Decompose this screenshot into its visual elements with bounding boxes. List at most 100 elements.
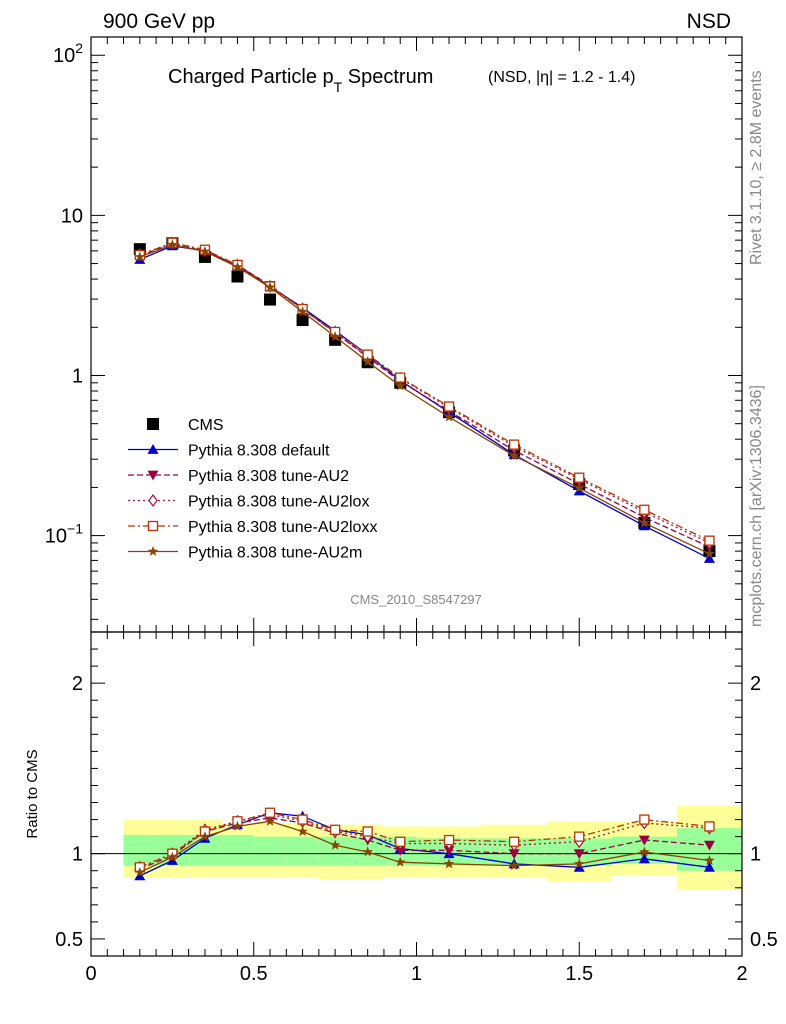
legend-marker: [147, 418, 159, 430]
legend-label: CMS: [188, 417, 224, 434]
ratio-point: [232, 820, 243, 831]
series-line: [139, 242, 710, 542]
ratio-point: [574, 831, 585, 842]
legend-marker: [147, 520, 159, 532]
ratio-point: [443, 834, 455, 846]
data-point: [296, 314, 309, 327]
ratio-point: [134, 866, 146, 877]
ratio-pythia-8-308-tune-au2m: [134, 815, 715, 877]
mcplots-label: mcplots.cern.ch [arXiv:1306.3436]: [748, 385, 765, 627]
ratio-line: [139, 820, 710, 873]
ratio-point: [704, 855, 715, 865]
ratio-point: [394, 845, 406, 856]
y-tick-label: 10: [61, 205, 83, 227]
data-point: [134, 251, 146, 262]
ratio-point: [638, 853, 650, 864]
legend-item: CMS: [147, 417, 224, 434]
rivet-label: Rivet 3.1.10, ≥ 2.8M events: [748, 70, 765, 265]
ratio-point: [574, 858, 585, 869]
data-point: [264, 293, 277, 306]
data-point: [574, 472, 585, 483]
data-point: [704, 535, 715, 546]
ratio-point: [329, 824, 341, 835]
data-point: [443, 411, 455, 422]
plot-title-subscript: T: [334, 79, 343, 95]
analysis-id-label: CMS_2010_S8547297: [350, 592, 482, 607]
main-plot-frame: [90, 36, 743, 633]
ratio-point: [443, 845, 455, 856]
ratio-point: [704, 821, 715, 832]
x-tick-label: 0: [85, 963, 96, 985]
ratio-point: [297, 826, 308, 836]
ratio-point: [134, 870, 146, 881]
ratio-plot-frame: [90, 631, 743, 957]
ratio-point: [639, 846, 650, 857]
ratio-point: [508, 860, 520, 871]
x-tick-label: 1.5: [565, 963, 593, 985]
ratio-y-axis-label: Ratio to CMS: [24, 749, 41, 838]
ratio-point: [639, 814, 650, 825]
legend-item: Pythia 8.308 default: [128, 443, 330, 460]
series-line: [139, 243, 710, 548]
legend-label: Pythia 8.308 default: [188, 443, 330, 460]
legend: CMS Pythia 8.308 default Pythia 8.308 tune…: [128, 417, 377, 562]
data-point: [167, 239, 178, 250]
ratio-point: [573, 849, 585, 860]
data-point: [704, 548, 715, 559]
ratio-y-tick-label-right: 0.5: [750, 929, 778, 951]
data-point: [232, 261, 243, 272]
legend-label: Pythia 8.308 tune-AU2m: [188, 545, 362, 562]
ratio-point: [508, 836, 520, 847]
data-point: [508, 439, 520, 450]
ratio-point: [362, 846, 373, 857]
ratio-point: [443, 858, 455, 869]
header-left-label: 900 GeV pp: [103, 10, 215, 33]
ratio-point: [703, 861, 715, 872]
series-pythia-8-308-tune-au2m: [134, 239, 715, 559]
ratio-point: [199, 831, 211, 842]
data-point: [199, 245, 211, 256]
legend-item: Pythia 8.308 tune-AU2: [128, 468, 349, 485]
x-tick-label: 2: [736, 963, 747, 985]
series-line: [139, 244, 710, 555]
data-point: [639, 504, 650, 515]
data-point: [394, 380, 406, 391]
legend-marker: [147, 444, 159, 454]
ratio-point: [573, 861, 585, 872]
y-tick-label: 102: [53, 40, 83, 67]
x-tick-label: 1: [411, 963, 422, 985]
ratio-point: [167, 851, 178, 862]
legend-marker: [148, 493, 158, 508]
ratio-y-tick-label: 1: [72, 844, 83, 866]
data-point: [443, 401, 455, 412]
plot-title-condition: (NSD, |η| = 1.2 - 1.4): [488, 69, 635, 86]
ratio-point: [395, 836, 406, 847]
data-point: [362, 356, 373, 367]
legend-item: Pythia 8.308 tune-AU2m: [128, 545, 362, 562]
ratio-line: [139, 812, 710, 868]
ratio-point: [297, 814, 308, 825]
uncertainty-band-inner: [286, 836, 319, 866]
plot-title: Charged Particle pT Spectrum: [168, 66, 433, 95]
ratio-y-tick-label-right: 1: [750, 844, 761, 866]
x-tick-label: 0.5: [240, 963, 268, 985]
legend-marker: [147, 546, 159, 556]
ratio-y-tick-label: 0.5: [55, 929, 83, 951]
header-right-label: NSD: [687, 10, 731, 33]
y-tick-label: 1: [72, 365, 83, 387]
legend-item: Pythia 8.308 tune-AU2loxx: [128, 519, 377, 536]
data-point: [264, 281, 276, 292]
series-line: [139, 242, 710, 544]
ratio-plot-panel: 0.5 0.51 12 20 0.5 1 1.5 2 Ratio to CMS: [24, 631, 778, 985]
ratio-y-tick-label-right: 2: [750, 673, 761, 695]
data-point: [231, 270, 244, 283]
data-point: [703, 552, 715, 563]
data-point: [329, 331, 341, 342]
data-point: [639, 517, 650, 528]
legend-marker: [147, 470, 159, 481]
legend-item: Pythia 8.308 tune-AU2lox: [128, 494, 369, 511]
ratio-point: [638, 835, 650, 846]
ratio-point: [329, 839, 341, 850]
legend-label: Pythia 8.308 tune-AU2: [188, 468, 349, 485]
legend-label: Pythia 8.308 tune-AU2loxx: [188, 519, 377, 536]
